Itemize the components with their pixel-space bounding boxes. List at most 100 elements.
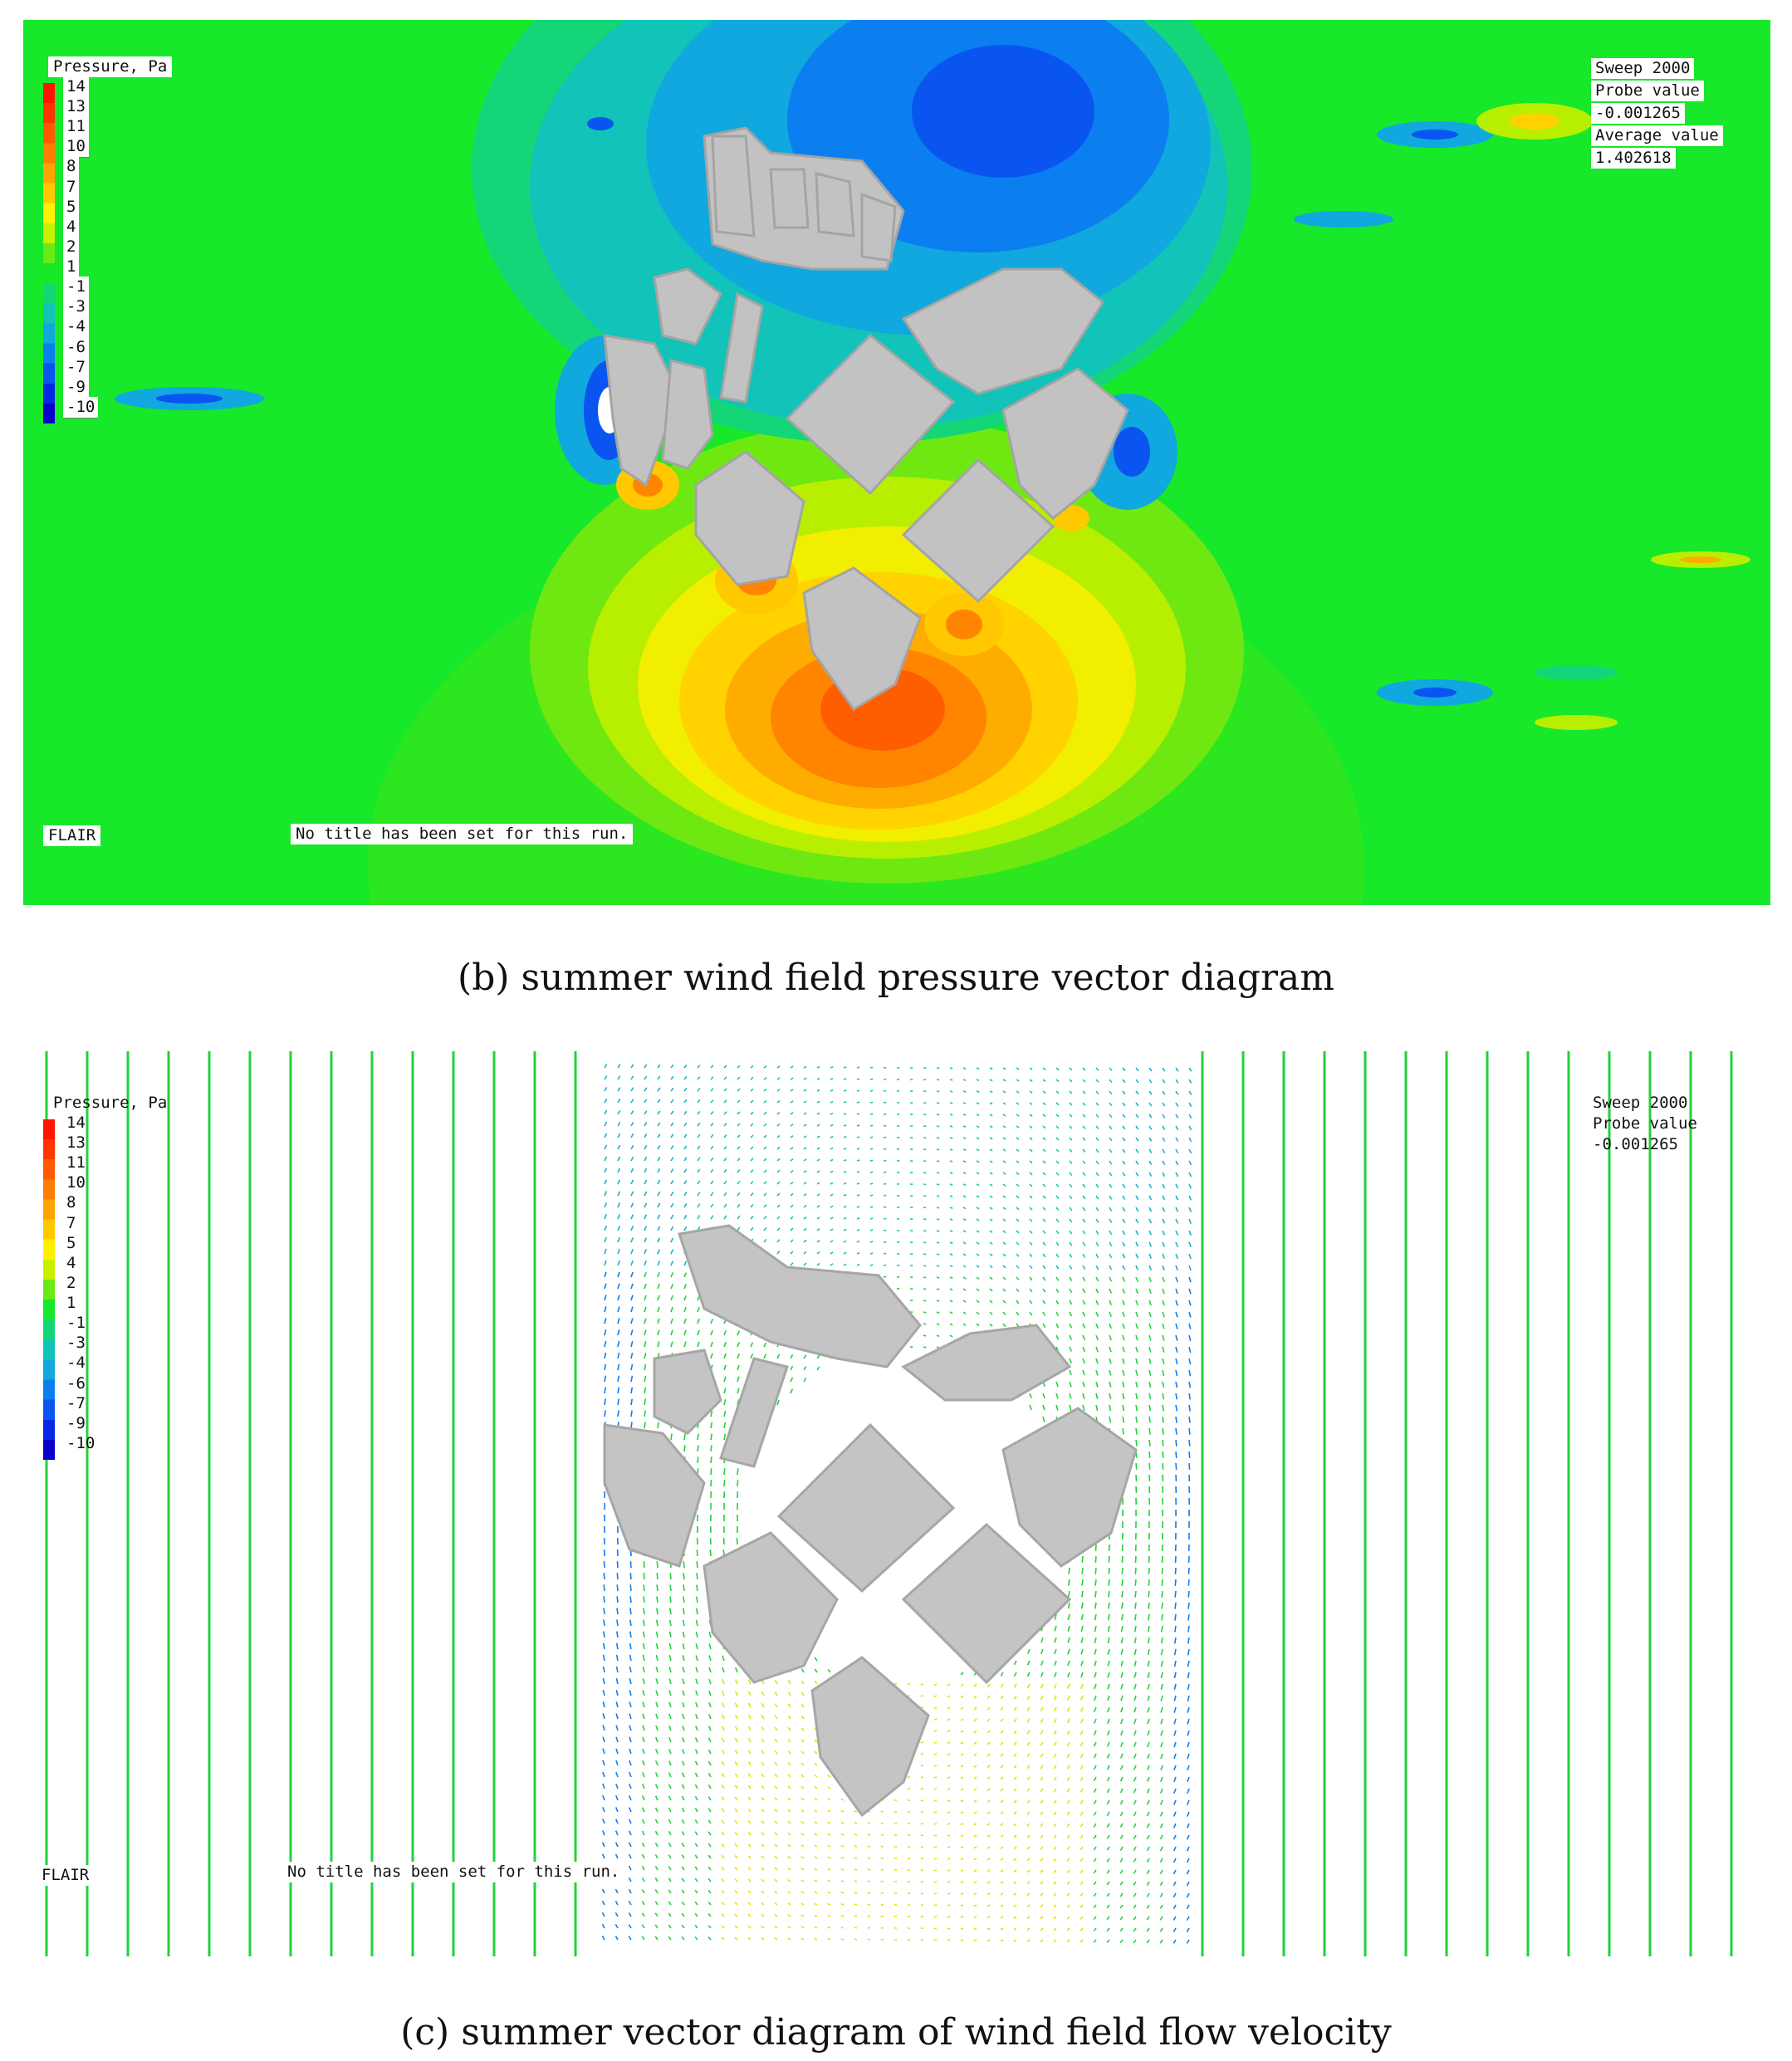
velocity-vector [668,1736,672,1743]
velocity-vector [1069,1381,1072,1388]
velocity-vector [723,1168,727,1173]
legend-tick: 2 [63,236,80,258]
velocity-vector [641,1901,645,1906]
velocity-vector [827,1891,831,1894]
velocity-vector [670,1249,674,1255]
velocity-vector [1148,1114,1153,1119]
velocity-vector [973,1892,977,1896]
velocity-vector [1016,1137,1020,1140]
velocity-vector [737,1376,740,1383]
velocity-vector [1069,1358,1072,1364]
velocity-vector [1040,1811,1044,1815]
velocity-vector [1013,1788,1017,1792]
velocity-vector [763,1158,767,1162]
velocity-vector [723,1353,727,1359]
velocity-vector [816,1147,820,1150]
velocity-vector [1160,1683,1163,1690]
sweep-label: Sweep 2000 [1591,58,1695,79]
velocity-vector [1042,1102,1046,1106]
velocity-vector [1013,1939,1017,1942]
velocity-vector [1188,1451,1191,1458]
velocity-vector [1133,1776,1137,1782]
velocity-vector [1093,1788,1097,1794]
velocity-vector [1148,1148,1153,1153]
velocity-vector [1175,1393,1178,1400]
velocity-vector [960,1939,964,1941]
velocity-vector [1162,1241,1166,1247]
velocity-vector [747,1726,752,1731]
velocity-vector [1162,1334,1165,1341]
velocity-vector [814,1774,818,1778]
velocity-vector [933,1869,938,1872]
velocity-vector [949,1195,953,1197]
velocity-vector [1133,1881,1137,1886]
velocity-vector [840,1868,845,1871]
velocity-vector [1042,1311,1046,1316]
velocity-vector [1175,1416,1178,1423]
velocity-vector [628,1853,632,1859]
velocity-vector [1162,1195,1166,1201]
velocity-vector [776,1251,781,1255]
velocity-vector [1042,1137,1046,1141]
velocity-vector [630,1110,634,1115]
velocity-vector [1042,1218,1046,1222]
velocity-vector [1175,1183,1179,1189]
velocity-vector [694,1854,698,1859]
velocity-vector [1135,1288,1138,1295]
velocity-vector [1173,1660,1177,1667]
velocity-vector [803,1192,807,1197]
velocity-vector [933,1706,938,1710]
velocity-vector [1160,1706,1163,1713]
velocity-vector [656,1608,659,1615]
velocity-vector [721,1691,725,1696]
velocity-vector [1069,1265,1073,1270]
velocity-vector [1120,1706,1124,1713]
velocity-vector [604,1236,607,1243]
velocity-vector [1002,1323,1006,1328]
velocity-vector [722,1667,725,1673]
velocity-vector [723,1065,727,1069]
velocity-vector [1013,1799,1017,1804]
velocity-vector [763,1065,767,1069]
velocity-vector [628,1807,632,1813]
velocity-vector [644,1352,647,1359]
velocity-vector [1016,1265,1020,1269]
velocity-vector [668,1760,672,1766]
velocity-vector [1026,1939,1031,1942]
velocity-vector [1148,1300,1152,1306]
velocity-vector [843,1066,847,1069]
velocity-vector [1187,1637,1190,1644]
velocity-vector [803,1112,807,1115]
velocity-vector [1066,1753,1070,1758]
velocity-vector [1029,1288,1033,1293]
velocity-vector [1162,1218,1166,1224]
velocity-vector [1159,1869,1163,1875]
velocity-vector [1080,1672,1084,1678]
velocity-vector [1093,1741,1097,1747]
velocity-vector [654,1912,659,1917]
velocity-vector [1173,1672,1177,1679]
velocity-vector [1175,1439,1178,1447]
velocity-vector [1042,1300,1046,1305]
velocity-vector [629,1573,632,1580]
velocity-vector [1082,1090,1086,1094]
legend-tick: 5 [63,1233,79,1254]
velocity-vector [1026,1741,1031,1746]
velocity-vector [803,1077,807,1080]
velocity-vector [1133,1927,1137,1932]
velocity-vector [840,1879,845,1882]
velocity-vector [843,1263,847,1266]
velocity-vector [790,1251,794,1255]
velocity-vector [936,1090,940,1093]
velocity-vector [949,1265,953,1268]
velocity-vector [962,1195,967,1198]
velocity-vector [1147,1672,1150,1678]
velocity-vector [670,1283,673,1290]
velocity-vector [1122,1311,1125,1318]
velocity-vector [1186,1927,1190,1932]
velocity-vector [973,1718,977,1722]
velocity-vector [774,1937,778,1941]
velocity-vector [987,1718,991,1722]
velocity-vector [763,1111,767,1115]
velocity-vector [1067,1660,1070,1667]
